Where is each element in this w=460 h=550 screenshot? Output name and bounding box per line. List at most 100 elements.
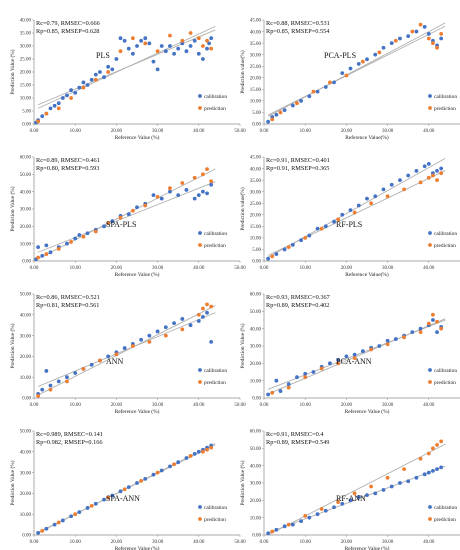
stats-line-1: Rc=0.89, RMSEC=0.461 <box>36 157 100 164</box>
y-tick-label: 0.00 <box>252 534 261 539</box>
legend-label-prediction: prediction <box>434 243 456 249</box>
y-tick-label: 0.00 <box>22 123 31 128</box>
prediction-point <box>270 254 274 258</box>
y-tick-label: 25.00 <box>250 65 262 70</box>
y-axis-label: Prediction Value (%) <box>9 460 16 505</box>
calibration-point <box>49 384 53 388</box>
calibration-point <box>209 183 213 187</box>
prediction-point <box>82 86 86 90</box>
y-tick-label: 20.00 <box>250 499 262 504</box>
prediction-point <box>320 227 324 231</box>
calibration-point <box>312 370 316 374</box>
calibration-point <box>65 94 69 98</box>
calibration-point <box>394 337 398 341</box>
prediction-point <box>303 236 307 240</box>
calibration-point <box>61 96 65 100</box>
calibration-point <box>168 190 172 194</box>
y-tick-label: 10.00 <box>250 100 262 105</box>
y-tick-label: 15.00 <box>20 84 32 89</box>
calibration-point <box>439 167 443 171</box>
calibration-point <box>398 37 402 41</box>
calibration-point <box>135 481 139 485</box>
calibration-point <box>316 512 320 516</box>
y-tick-label: 60.00 <box>20 156 32 161</box>
stats-line-1: Rc=0.88, RMSEC=0.531 <box>266 20 330 27</box>
prediction-point <box>36 394 40 398</box>
calibration-point <box>287 382 291 386</box>
y-tick-label: 15.00 <box>250 88 262 93</box>
stats-line-2: Rp=0.85, RMSEP=0.554 <box>266 28 330 35</box>
calibration-point <box>390 183 394 187</box>
legend-marker-calibration <box>428 505 432 509</box>
calibration-point <box>332 505 336 509</box>
prediction-point <box>94 230 98 234</box>
calibration-point <box>156 330 160 334</box>
y-tick-label: 30.00 <box>250 53 262 58</box>
prediction-point <box>205 448 209 452</box>
calibration-point <box>98 70 102 74</box>
calibration-point <box>365 57 369 61</box>
x-tick-label: 0.00 <box>260 403 269 408</box>
calibration-point <box>36 245 40 249</box>
prediction-point <box>386 476 390 480</box>
legend-label-calibration: calibration <box>434 505 457 511</box>
calibration-point <box>357 204 361 208</box>
prediction-point <box>270 530 274 534</box>
calibration-point <box>135 44 139 48</box>
x-tick-label: 10.00 <box>70 540 82 545</box>
calibration-point <box>415 30 419 34</box>
model-label: RF-PLS <box>336 220 362 229</box>
calibration-point <box>123 346 127 350</box>
calibration-point <box>435 330 439 334</box>
model-label: PCA-ANN <box>336 357 372 366</box>
legend-label-prediction: prediction <box>204 517 226 523</box>
x-tick-label: 0.00 <box>30 403 39 408</box>
calibration-point <box>57 379 61 383</box>
panel-rf-pls: 0.0010.0020.0030.0040.0050.000.005.0010.… <box>239 156 460 278</box>
prediction-point <box>209 446 213 450</box>
trend-line-calibration <box>268 23 445 117</box>
calibration-point <box>274 379 278 383</box>
prediction-point <box>402 187 406 191</box>
legend-marker-prediction <box>428 243 432 247</box>
y-tick-label: 30.00 <box>20 208 32 213</box>
x-tick-label: 40.00 <box>193 266 205 271</box>
panel-spa-ann: 0.00 10.00 20.00 30.00 40.00 50.00 0.00 10.00 20… <box>9 430 246 550</box>
calibration-point <box>139 39 143 43</box>
calibration-point <box>65 242 69 246</box>
prediction-point <box>209 47 213 51</box>
x-tick-label: 30.00 <box>382 266 394 271</box>
prediction-point <box>73 512 77 516</box>
calibration-point <box>324 509 328 513</box>
legend-marker-prediction <box>428 517 432 521</box>
panel-ann: 0.00 10.00 20.00 30.00 40.00 50.00 0.00 10.00 20… <box>9 293 246 415</box>
calibration-point <box>164 325 168 329</box>
y-tick-label: 50.00 <box>20 293 32 298</box>
prediction-point <box>431 41 435 45</box>
prediction-point <box>369 201 373 205</box>
calibration-point <box>373 53 377 57</box>
prediction-point <box>123 487 127 491</box>
prediction-point <box>287 386 291 390</box>
prediction-point <box>156 49 160 53</box>
calibration-point <box>303 372 307 376</box>
calibration-point <box>357 62 361 66</box>
y-tick-label: 10.00 <box>20 513 32 518</box>
y-tick-label: 5.00 <box>252 111 261 116</box>
model-label: SPA-PLS <box>106 220 136 229</box>
x-tick-label: 10.00 <box>300 266 312 271</box>
prediction-point <box>164 334 168 338</box>
stats-line-1: Rc=0.93, RMSEC=0.367 <box>266 294 330 301</box>
calibration-point <box>415 169 419 173</box>
y-tick-label: 40.00 <box>250 327 262 332</box>
calibration-point <box>152 193 156 197</box>
x-tick-label: 20.00 <box>111 403 123 408</box>
calibration-point <box>152 473 156 477</box>
calibration-point <box>185 188 189 192</box>
x-tick-label: 20.00 <box>111 540 123 545</box>
trend-line-prediction <box>268 26 445 115</box>
prediction-point <box>168 186 172 190</box>
x-tick-label: 50.00 <box>234 540 246 545</box>
calibration-point <box>274 252 278 256</box>
